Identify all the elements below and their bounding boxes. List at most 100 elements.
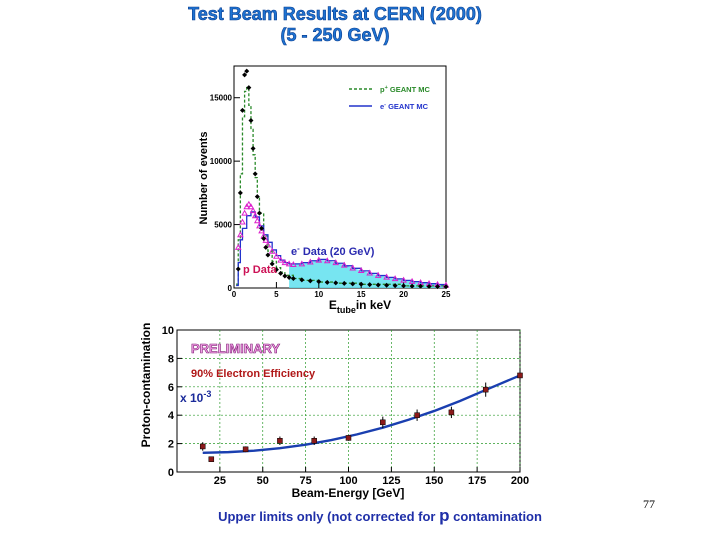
x-tick-label: 125: [382, 475, 400, 487]
e-data-point: [247, 203, 255, 210]
x-tick-label: 50: [257, 475, 269, 487]
p-data-point: [248, 118, 254, 124]
y-axis-label: Proton-contamination: [139, 323, 153, 448]
e-data-point: [277, 256, 284, 263]
y-tick-label: 8: [168, 353, 174, 365]
p-data-point: [244, 68, 250, 74]
x-axis-label-main: E: [329, 298, 337, 312]
legend-entry: e- GEANT MC: [380, 102, 429, 111]
e-data-point: [349, 264, 357, 271]
p-data-point: [443, 284, 449, 290]
p-data-point: [265, 252, 271, 258]
legend-label-main: e: [380, 102, 384, 111]
data-point: [311, 438, 317, 444]
x-tick-label: 75: [300, 475, 312, 487]
p-data-point: [269, 261, 275, 267]
x-axis-label-unit: [GeV]: [369, 486, 404, 500]
e-data-annotation-sup: -: [297, 244, 300, 253]
x-tick-label: 20: [399, 290, 408, 299]
legend-entry: p+ GEANT MC: [380, 85, 430, 94]
p-data-point: [250, 145, 256, 151]
p-data-point: [246, 85, 252, 91]
p-data-point: [401, 283, 407, 289]
e-data-point: [374, 271, 382, 278]
footnote: Upper limits only (not corrected for p c…: [0, 506, 720, 526]
legend-label-rest: GEANT MC: [388, 85, 431, 94]
e-data-annotation-rest: Data (20 GeV): [300, 246, 375, 258]
y-axis-label: Number of events: [198, 132, 210, 225]
e-data-point: [258, 227, 265, 234]
data-point: [380, 419, 386, 426]
x-axis-label-sub: tube: [337, 305, 356, 315]
e-data-point: [253, 217, 261, 224]
e-data-point: [323, 257, 331, 264]
x-tick-label: 100: [339, 475, 357, 487]
series-line-p-geant-mc: [236, 86, 447, 287]
slide-title-line2: (5 - 250 GeV): [280, 25, 390, 46]
e-data-point: [391, 275, 399, 282]
p-data-point: [435, 284, 441, 290]
p-data-point: [409, 283, 415, 289]
e-data-annotation-main: e: [291, 246, 297, 258]
fit-curve: [202, 374, 521, 455]
p-data-point: [426, 283, 432, 289]
p-data-point: [273, 267, 279, 273]
e-data-point: [298, 260, 306, 267]
legend-label-sup: -: [384, 102, 386, 108]
e-data-annotation: e- Data (20 GeV): [291, 244, 375, 258]
scale-factor-label: x 10-3: [180, 389, 211, 405]
p-data-point: [235, 266, 241, 272]
data-point: [482, 386, 489, 393]
x-tick-label: 25: [442, 290, 451, 299]
page-number: 77: [643, 497, 655, 511]
e-data-point: [357, 266, 365, 273]
p-data-point: [252, 171, 258, 177]
p-data-point: [333, 280, 339, 286]
y-tick-label: 4: [168, 410, 175, 422]
x-tick-label: 10: [314, 290, 323, 299]
p-data-point: [239, 107, 245, 113]
e-data-point: [408, 277, 416, 284]
e-data-point: [237, 231, 244, 238]
legend-label-sup: +: [385, 85, 388, 91]
p-data-point: [392, 283, 398, 289]
efficiency-label: 90% Electron Efficiency: [191, 368, 316, 380]
y-tick-label: 0: [168, 467, 174, 479]
p-data-point: [316, 279, 322, 285]
y-tick-label: 15000: [210, 94, 233, 103]
series-line-e-geant-mc: [236, 211, 447, 287]
y-tick-label: 6: [168, 382, 174, 394]
y-tick-label: 5000: [214, 221, 232, 230]
e-data-point: [262, 236, 270, 243]
p-data-point: [256, 210, 262, 216]
e-data-point: [340, 261, 348, 268]
e-data-point: [251, 212, 259, 219]
p-data-point: [261, 236, 267, 242]
footnote-symbol: p: [439, 506, 450, 525]
data-point: [517, 372, 523, 379]
footnote-text-pre: Upper limits only (not corrected for: [218, 509, 440, 524]
x-axis-label: Etubein keV: [329, 298, 391, 315]
data-point: [414, 412, 420, 418]
data-point: [448, 409, 455, 416]
p-data-point: [324, 279, 330, 285]
e-data-point: [285, 260, 293, 267]
x-tick-label: 5: [274, 290, 279, 299]
plot-frame: [233, 65, 447, 289]
e-data-point: [281, 259, 289, 266]
scale-factor-sup: -3: [203, 389, 211, 399]
p-data-point: [259, 225, 265, 231]
x-axis-label-rest: in keV: [356, 298, 391, 312]
data-point: [345, 435, 352, 441]
e-data-point: [234, 243, 242, 250]
data-point: [208, 456, 215, 462]
e-data-point: [366, 269, 374, 276]
e-data-point: [383, 273, 390, 280]
e-data-point: [332, 259, 340, 266]
preliminary-label: PRELIMINARY: [191, 341, 280, 356]
e-data-point: [249, 207, 257, 214]
p-data-annotation: p Data: [243, 264, 278, 276]
e-data-point: [241, 209, 248, 216]
y-tick-label: 10: [162, 325, 174, 337]
p-data-point: [307, 278, 313, 284]
